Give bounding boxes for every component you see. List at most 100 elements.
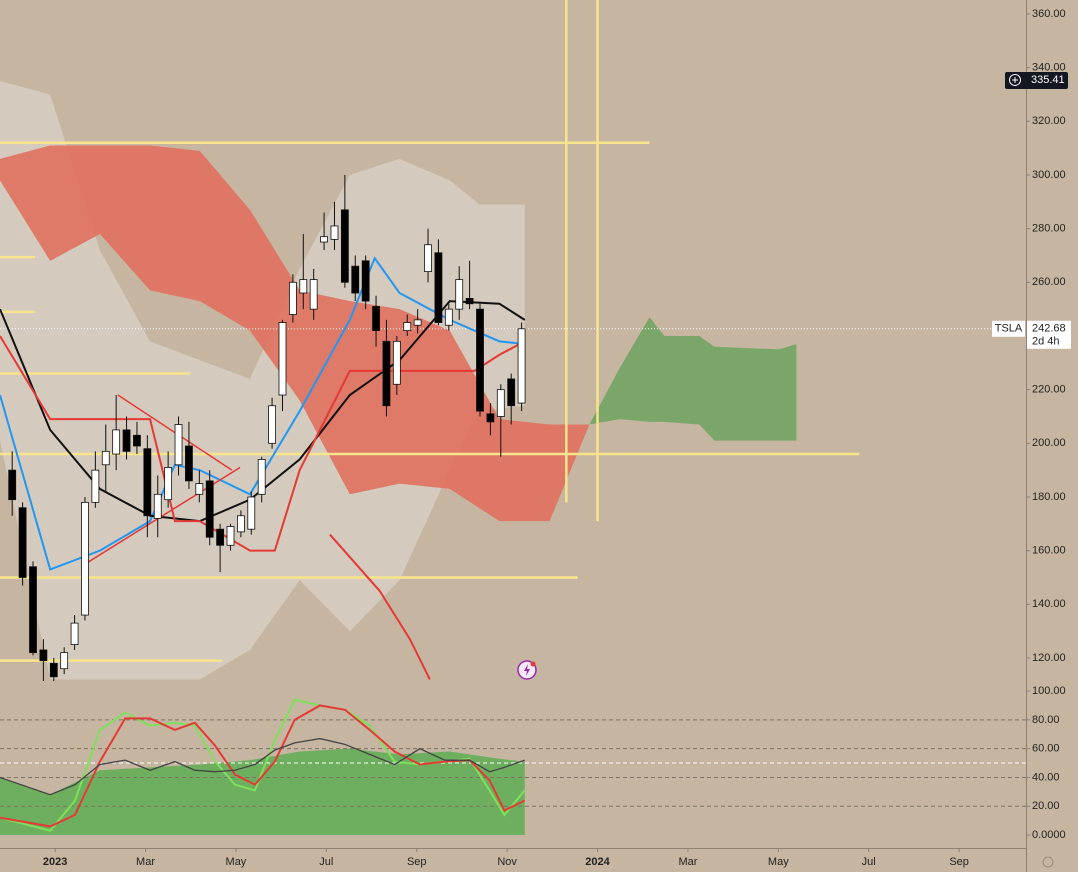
candle-body bbox=[465, 298, 474, 305]
candle-body bbox=[8, 469, 17, 501]
y-tick-label: 360.00 bbox=[1032, 8, 1066, 20]
x-tick-label: Jul bbox=[862, 856, 876, 868]
x-tick-label: 2023 bbox=[43, 856, 67, 868]
settings-icon[interactable] bbox=[1042, 856, 1054, 868]
oscillator-pane bbox=[0, 698, 1026, 836]
icon-dot bbox=[530, 661, 536, 667]
marker-tag bbox=[1005, 71, 1068, 89]
x-tick-label: Jul bbox=[319, 856, 333, 868]
candle-body bbox=[257, 459, 266, 495]
y-tick-label: 300.00 bbox=[1032, 169, 1066, 181]
candle-body bbox=[434, 252, 443, 323]
y-tick-label: 260.00 bbox=[1032, 276, 1066, 288]
y-tick-label: 80.00 bbox=[1032, 714, 1060, 726]
candle-body bbox=[112, 429, 121, 455]
y-tick-label: 280.00 bbox=[1032, 223, 1066, 235]
x-tick-label: 2024 bbox=[585, 856, 610, 868]
y-tick-label: 100.00 bbox=[1032, 685, 1066, 697]
symbol-tag bbox=[992, 320, 1025, 337]
y-tick-label: 160.00 bbox=[1032, 545, 1066, 557]
candle-body bbox=[205, 480, 214, 538]
candle-body bbox=[39, 649, 48, 662]
y-tick-label: 320.00 bbox=[1032, 115, 1066, 127]
candle-body bbox=[185, 445, 193, 482]
candle-body bbox=[133, 434, 141, 447]
candle-body bbox=[70, 622, 79, 645]
x-tick-label: Sep bbox=[407, 856, 427, 868]
candle-body bbox=[288, 281, 297, 315]
candle-body bbox=[81, 501, 89, 616]
price-tag bbox=[1027, 320, 1071, 349]
candle-body bbox=[476, 308, 484, 412]
candle-body bbox=[195, 483, 204, 495]
band bbox=[0, 81, 525, 680]
x-tick-label: May bbox=[226, 856, 247, 868]
trend-line bbox=[84, 466, 241, 565]
candle-body bbox=[403, 322, 412, 332]
symbol-label: TSLA bbox=[995, 323, 1023, 335]
candle-body bbox=[372, 306, 380, 332]
candle-body bbox=[361, 260, 370, 302]
candle-body bbox=[382, 340, 391, 407]
candle-body bbox=[49, 662, 58, 678]
y-tick-label: 20.00 bbox=[1032, 800, 1060, 812]
x-tick-label: May bbox=[768, 856, 789, 868]
candle-body bbox=[444, 308, 453, 326]
candle-body bbox=[216, 528, 225, 546]
candle-body bbox=[268, 405, 276, 444]
candle-body bbox=[486, 413, 495, 423]
marker-icon bbox=[1009, 73, 1021, 86]
x-tick-label: Sep bbox=[949, 856, 969, 868]
candle-body bbox=[247, 496, 256, 530]
alert-icon[interactable] bbox=[517, 660, 537, 680]
candle-body bbox=[496, 389, 505, 417]
candle-body bbox=[455, 279, 464, 310]
candle-body bbox=[392, 340, 401, 385]
y-tick-label: 180.00 bbox=[1032, 491, 1066, 503]
candle-body bbox=[507, 378, 516, 407]
marker-icon bbox=[1012, 76, 1018, 83]
candle-body bbox=[424, 244, 432, 272]
oscillator-area bbox=[0, 748, 525, 836]
candle-body bbox=[91, 469, 100, 503]
y-tick-label: 220.00 bbox=[1032, 384, 1066, 396]
candle-body bbox=[29, 566, 37, 654]
band bbox=[589, 317, 797, 441]
indicator-line bbox=[329, 533, 431, 680]
x-tick-label: Mar bbox=[136, 856, 155, 868]
y-tick-label: 40.00 bbox=[1032, 771, 1060, 783]
icon-bolt bbox=[524, 664, 530, 676]
y-tick-label: 120.00 bbox=[1032, 652, 1066, 664]
oscillator-line bbox=[0, 737, 525, 796]
candle-body bbox=[226, 526, 235, 546]
candle-body bbox=[237, 515, 245, 533]
candle-body bbox=[309, 279, 318, 310]
marker-label: 335.41 bbox=[1031, 74, 1065, 86]
y-tick-label: 200.00 bbox=[1032, 437, 1066, 449]
candle-body bbox=[153, 493, 162, 519]
price-label: 242.68 bbox=[1032, 323, 1066, 335]
candle-body bbox=[18, 507, 27, 578]
oscillator-line bbox=[0, 704, 526, 828]
candle-body bbox=[320, 236, 328, 243]
candle-body bbox=[340, 209, 349, 283]
y-tick-label: 0.0000 bbox=[1032, 829, 1066, 841]
price-pane bbox=[0, 0, 1026, 681]
band bbox=[0, 145, 590, 522]
indicator-line bbox=[0, 335, 526, 552]
candle-body bbox=[413, 319, 422, 326]
x-tick-label: Nov bbox=[497, 856, 517, 868]
y-tick-label: 60.00 bbox=[1032, 743, 1060, 755]
y-tick-label: 340.00 bbox=[1032, 62, 1066, 74]
candle-body bbox=[143, 448, 152, 517]
candle-body bbox=[299, 279, 308, 294]
x-tick-label: Mar bbox=[678, 856, 697, 868]
countdown-label: 2d 4h bbox=[1032, 336, 1060, 348]
candle-body bbox=[122, 429, 131, 452]
candle-body bbox=[101, 450, 110, 466]
candle-body bbox=[60, 652, 69, 670]
candle-body bbox=[351, 265, 360, 294]
